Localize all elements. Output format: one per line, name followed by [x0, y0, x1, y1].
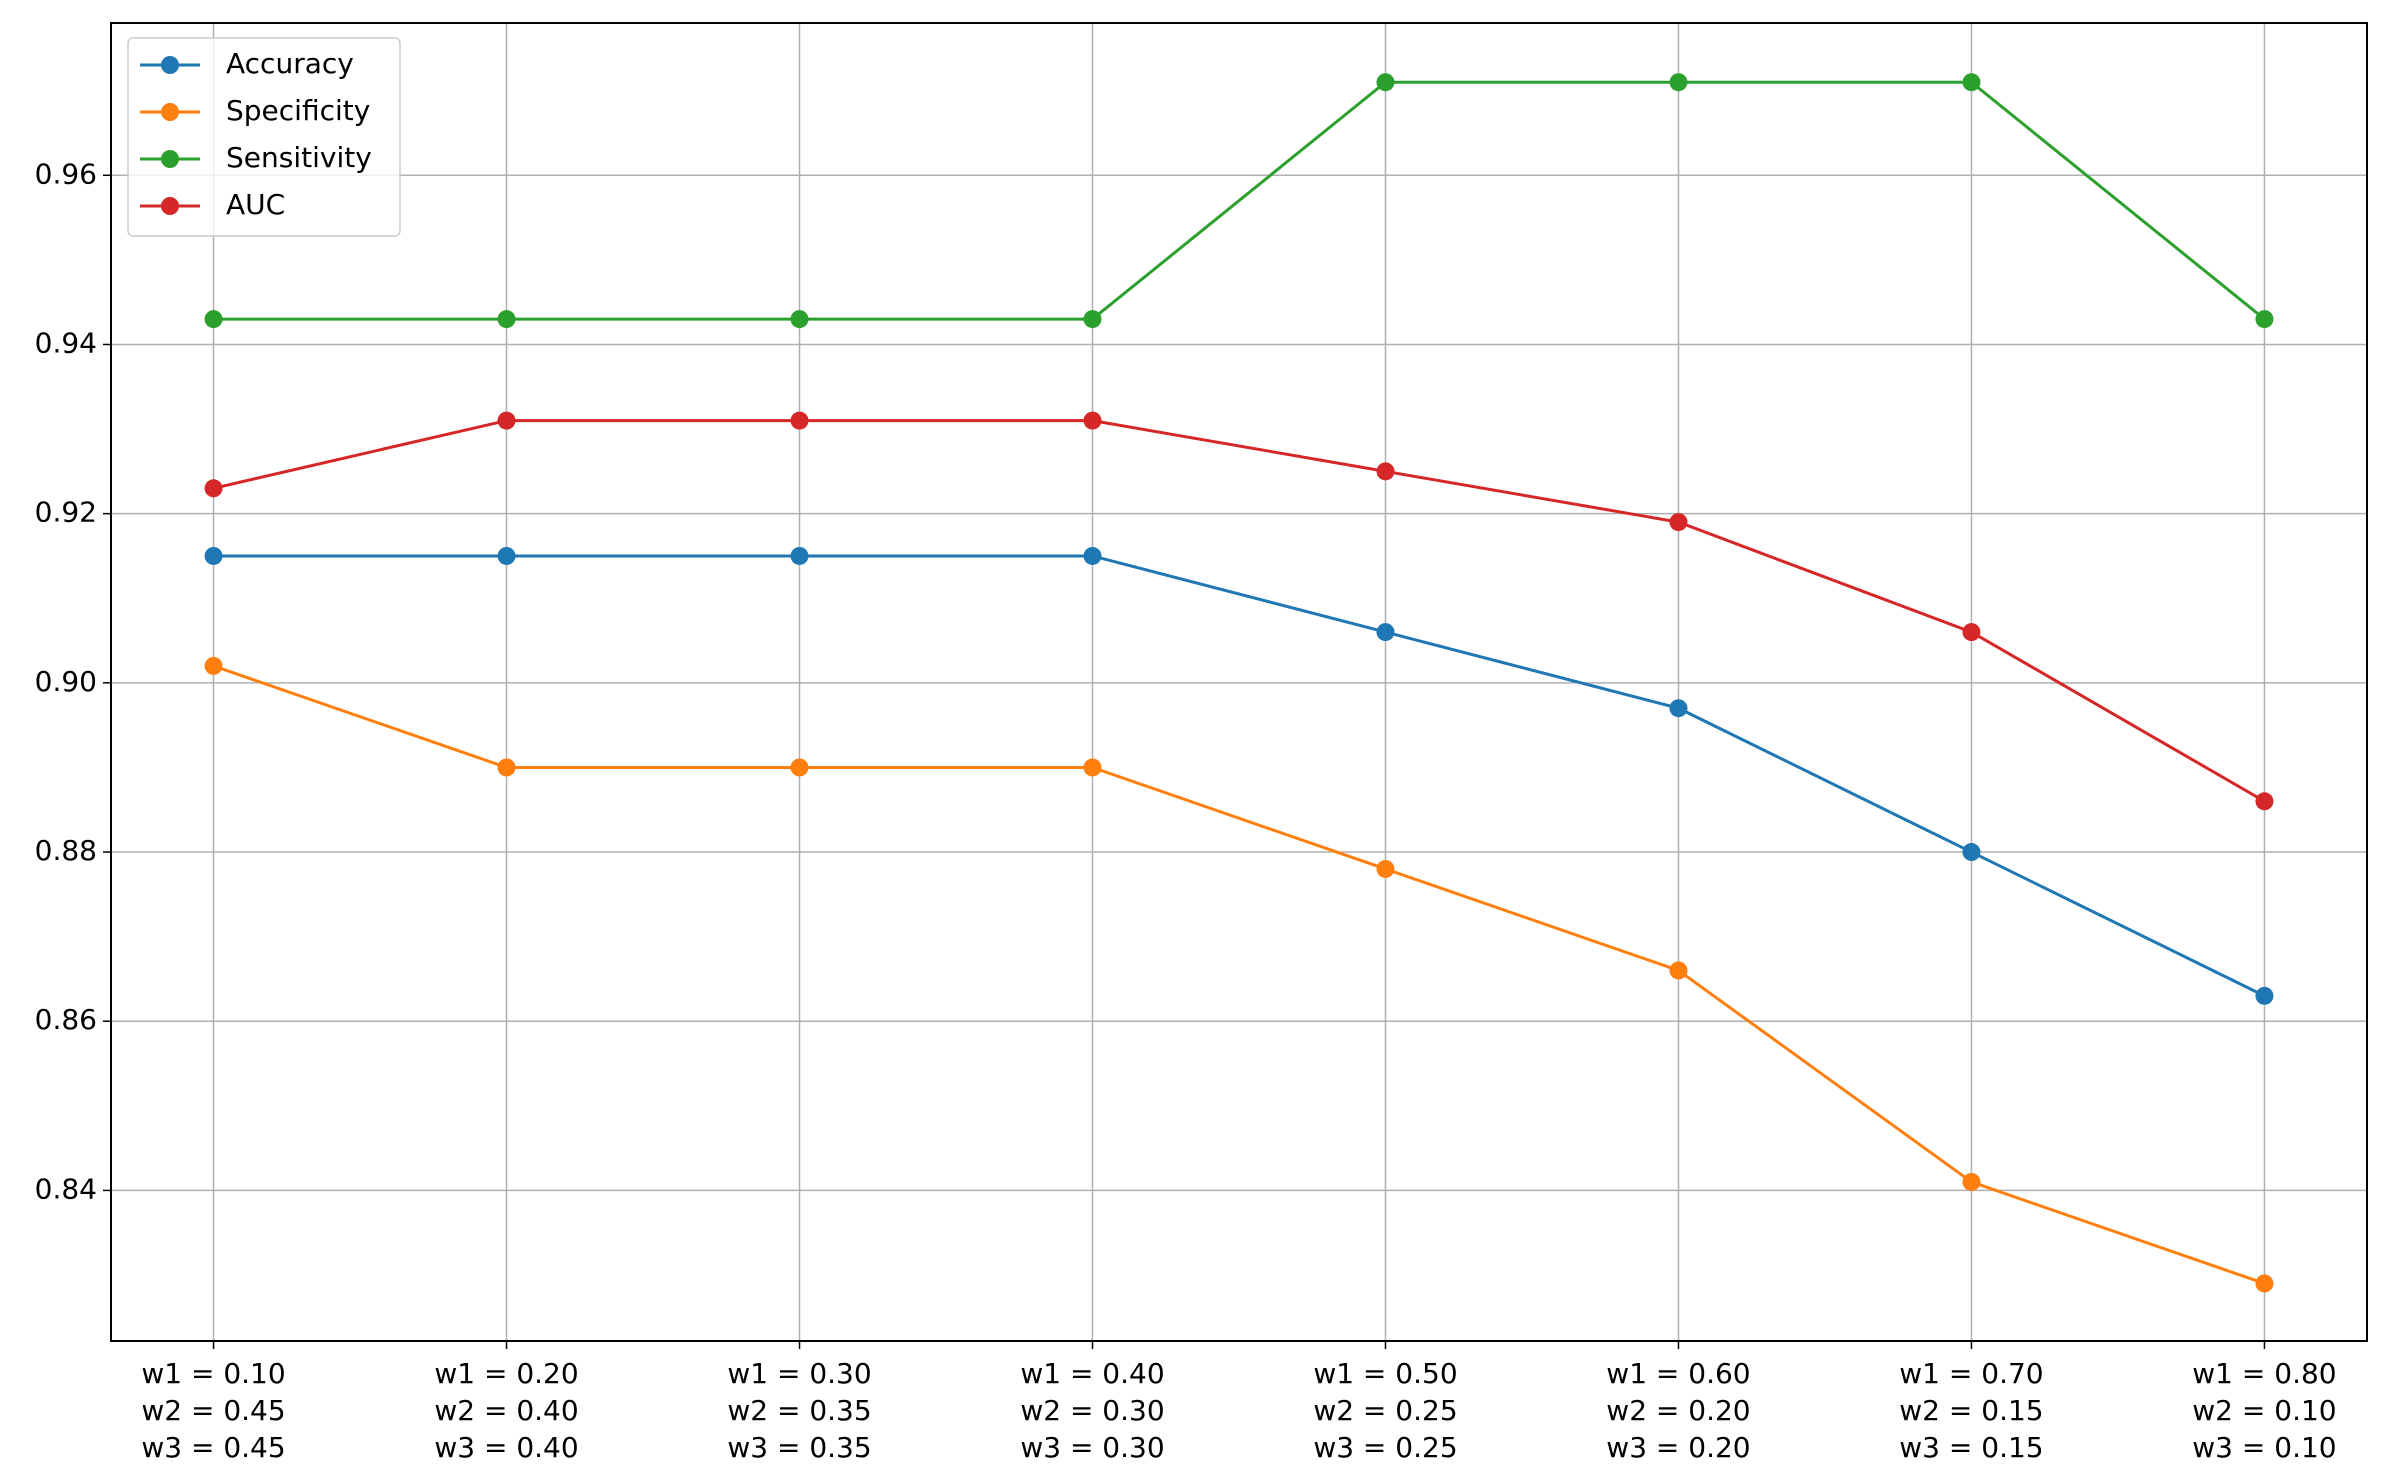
y-tick-label: 0.88 [35, 834, 97, 867]
data-point [2255, 792, 2274, 811]
y-tick-label: 0.94 [35, 326, 97, 359]
data-point [204, 479, 223, 498]
data-point [497, 310, 516, 329]
x-tick-label: w1 = 0.60 w2 = 0.20 w3 = 0.20 [1606, 1357, 1751, 1464]
data-point [790, 758, 809, 777]
x-tick-label: w1 = 0.20 w2 = 0.40 w3 = 0.40 [434, 1357, 579, 1464]
data-point [497, 411, 516, 430]
data-point [1376, 462, 1395, 481]
x-tick-label: w1 = 0.80 w2 = 0.10 w3 = 0.10 [2192, 1357, 2337, 1464]
data-point [1083, 758, 1102, 777]
data-point [2255, 986, 2274, 1005]
y-tick-label: 0.84 [35, 1172, 97, 1205]
data-point [790, 411, 809, 430]
series-line [213, 554, 2266, 998]
data-point [2255, 1274, 2274, 1293]
data-point [497, 758, 516, 777]
data-point [1669, 961, 1688, 980]
y-tick-label: 0.90 [35, 665, 97, 698]
data-point [790, 546, 809, 565]
data-point [1083, 546, 1102, 565]
x-tick-label: w1 = 0.50 w2 = 0.25 w3 = 0.25 [1313, 1357, 1458, 1464]
data-point [1962, 73, 1981, 92]
data-point [204, 656, 223, 675]
data-point [1962, 1172, 1981, 1191]
data-point [497, 546, 516, 565]
legend-marker [161, 103, 179, 121]
y-tick-label: 0.92 [35, 496, 97, 529]
data-point [790, 310, 809, 329]
series-line [213, 664, 2265, 1285]
legend-label: Specificity [226, 94, 370, 127]
data-point [1962, 843, 1981, 862]
data-point [1083, 411, 1102, 430]
x-tick-label: w1 = 0.30 w2 = 0.35 w3 = 0.35 [727, 1357, 872, 1464]
data-point [1376, 859, 1395, 878]
legend-label: Sensitivity [226, 141, 372, 174]
data-point [1962, 623, 1981, 642]
legend: Accuracy Specificity Sensitivity AUC [127, 37, 401, 237]
data-point [1376, 73, 1395, 92]
legend-box [127, 37, 401, 237]
y-tick-label: 0.86 [35, 1003, 97, 1036]
data-point [1376, 623, 1395, 642]
data-point [1083, 310, 1102, 329]
data-point [2255, 310, 2274, 329]
legend-marker [161, 150, 179, 168]
legend-marker [161, 56, 179, 74]
series-line [213, 419, 2266, 803]
legend-label: AUC [226, 188, 285, 221]
data-point [204, 310, 223, 329]
data-point [1669, 513, 1688, 532]
y-tick-label: 0.96 [35, 157, 97, 190]
x-tick-label: w1 = 0.10 w2 = 0.45 w3 = 0.45 [141, 1357, 286, 1464]
x-tick-label: w1 = 0.70 w2 = 0.15 w3 = 0.15 [1899, 1357, 2044, 1464]
series-line [213, 80, 2266, 321]
x-tick-label: w1 = 0.40 w2 = 0.30 w3 = 0.30 [1020, 1357, 1165, 1464]
data-point [204, 546, 223, 565]
plot-frame [110, 22, 2368, 1342]
data-point [1669, 699, 1688, 718]
legend-marker [161, 197, 179, 215]
legend-label: Accuracy [226, 47, 354, 80]
data-point [1669, 73, 1688, 92]
